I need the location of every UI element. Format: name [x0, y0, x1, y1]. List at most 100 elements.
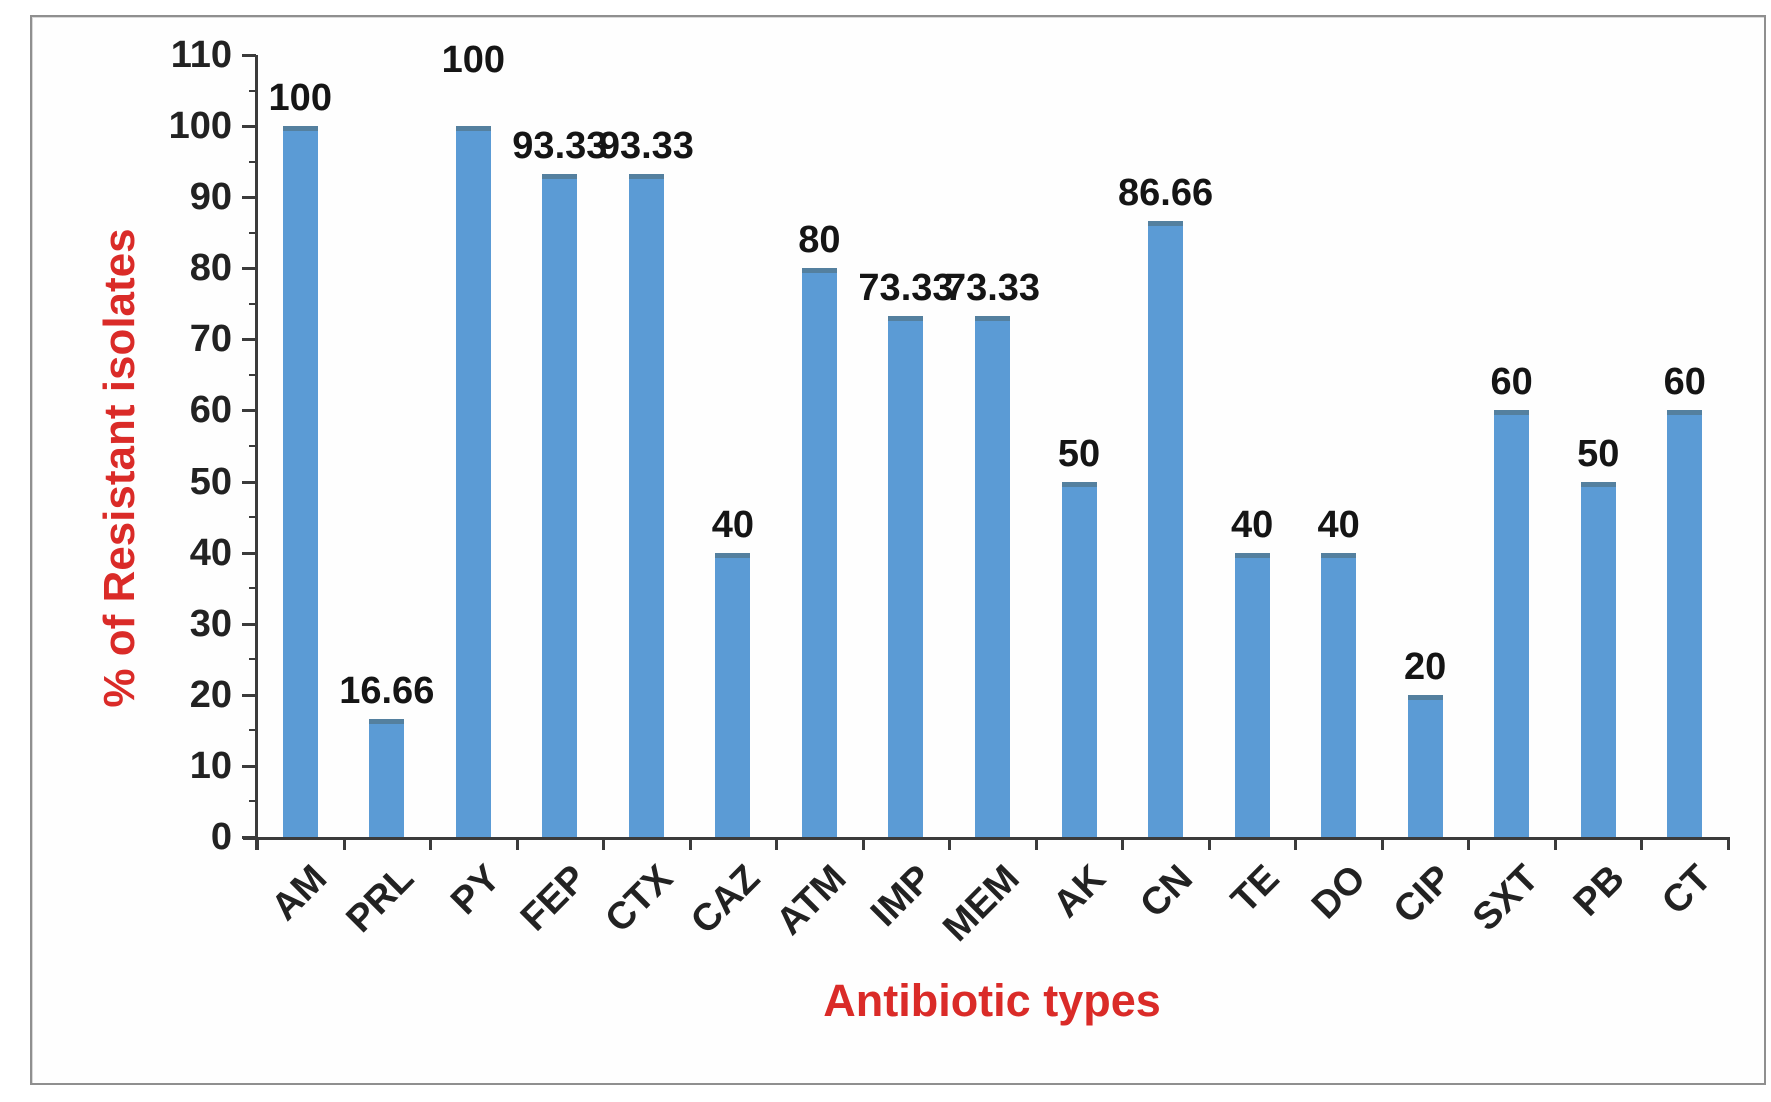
- x-tick-label: AK: [1045, 857, 1115, 926]
- bar-value-label: 73.33: [944, 266, 1041, 309]
- bar-value-label: 60: [1490, 361, 1533, 404]
- x-tick: [861, 837, 865, 850]
- x-tick-label: CAZ: [682, 857, 768, 943]
- y-tick: [242, 54, 256, 57]
- y-axis-line: [255, 55, 258, 850]
- x-tick: [1727, 837, 1730, 850]
- bar: [1667, 410, 1703, 837]
- x-tick: [256, 837, 259, 850]
- y-tick: [242, 836, 256, 839]
- x-tick-label: PRL: [338, 857, 422, 941]
- x-tick-label: ATM: [768, 857, 855, 944]
- y-tick: [242, 622, 256, 626]
- x-tick: [948, 837, 952, 850]
- x-tick-label: CT: [1654, 857, 1720, 923]
- y-minor-tick: [249, 658, 256, 661]
- y-tick: [242, 764, 256, 768]
- bar: [455, 126, 491, 837]
- x-tick-label: MEM: [935, 857, 1028, 950]
- x-tick: [1640, 837, 1644, 850]
- y-minor-tick: [249, 302, 256, 305]
- x-tick-label: TE: [1223, 857, 1288, 922]
- bar: [1321, 552, 1357, 837]
- bar: [715, 552, 751, 837]
- y-tick-label: 70: [189, 318, 232, 361]
- y-tick: [242, 125, 256, 129]
- bar-value-label: 80: [798, 219, 841, 262]
- y-tick-label: 30: [189, 602, 232, 645]
- y-tick: [242, 551, 256, 555]
- chart-frame: % of Resistant isolates Antibiotic types…: [30, 15, 1766, 1085]
- x-tick: [342, 837, 346, 850]
- x-tick: [602, 837, 606, 850]
- bar-value-label: 16.66: [339, 669, 435, 712]
- bar: [1061, 481, 1097, 837]
- y-minor-tick: [249, 89, 256, 92]
- bar-value-label: 40: [1230, 503, 1274, 546]
- y-minor-tick: [249, 231, 256, 234]
- x-tick-label: PB: [1566, 857, 1634, 925]
- bar: [1407, 694, 1443, 837]
- y-tick: [242, 196, 256, 200]
- bar: [1494, 410, 1530, 837]
- x-tick-label: IMP: [863, 857, 941, 935]
- x-tick: [515, 837, 519, 850]
- bar-value-label: 93.33: [512, 124, 608, 167]
- bar: [975, 315, 1010, 837]
- y-tick-label: 40: [189, 531, 232, 574]
- x-tick-label: DO: [1303, 857, 1374, 928]
- x-tick: [429, 837, 433, 850]
- bar-value-label: 86.66: [1118, 171, 1214, 214]
- y-tick: [242, 480, 256, 484]
- bar-value-label: 50: [1577, 432, 1620, 475]
- y-tick: [242, 267, 256, 271]
- y-tick: [242, 693, 256, 697]
- x-tick: [1207, 837, 1211, 850]
- bar: [369, 718, 405, 837]
- bar-value-label: 40: [711, 503, 755, 546]
- x-axis-line: [243, 837, 1728, 840]
- x-tick: [688, 837, 692, 850]
- bar-value-label: 50: [1057, 432, 1101, 475]
- x-tick-label: CIP: [1385, 857, 1461, 932]
- bar: [282, 126, 318, 837]
- y-tick-label: 10: [189, 744, 232, 787]
- x-tick-label: PY: [442, 857, 509, 923]
- x-tick: [1553, 837, 1557, 850]
- x-tick: [1294, 837, 1298, 850]
- y-tick-label: 20: [189, 673, 232, 716]
- bar-value-label: 40: [1317, 503, 1360, 546]
- bar: [801, 268, 837, 837]
- bar-value-label: 73.33: [858, 266, 954, 309]
- bar-value-label: 93.33: [598, 124, 694, 167]
- x-tick-label: CN: [1132, 857, 1201, 926]
- x-tick: [1034, 837, 1038, 850]
- bar: [1234, 552, 1270, 837]
- y-minor-tick: [249, 373, 256, 376]
- bar: [1148, 220, 1184, 837]
- y-minor-tick: [249, 800, 256, 803]
- y-minor-tick: [249, 587, 256, 590]
- x-tick-label: CTX: [597, 857, 682, 941]
- y-tick-label: 80: [189, 247, 232, 290]
- y-minor-tick: [249, 445, 256, 447]
- bar-value-label: 20: [1404, 645, 1447, 688]
- y-tick-label: 110: [170, 34, 232, 76]
- y-minor-tick: [249, 729, 256, 732]
- y-tick-label: 90: [189, 176, 232, 219]
- bar: [888, 315, 924, 837]
- y-tick-label: 0: [210, 816, 232, 858]
- y-tick: [242, 338, 256, 342]
- y-tick: [242, 409, 256, 413]
- y-tick-label: 50: [189, 460, 232, 503]
- x-tick: [1380, 837, 1384, 850]
- x-tick: [1121, 837, 1125, 850]
- bar-value-label: 100: [268, 77, 332, 120]
- x-tick-label: AM: [263, 857, 336, 929]
- y-minor-tick: [249, 160, 256, 163]
- bar-value-label: 100: [441, 39, 506, 82]
- x-tick: [775, 837, 779, 850]
- x-tick-label: SXT: [1464, 857, 1547, 940]
- y-tick-label: 100: [168, 105, 232, 148]
